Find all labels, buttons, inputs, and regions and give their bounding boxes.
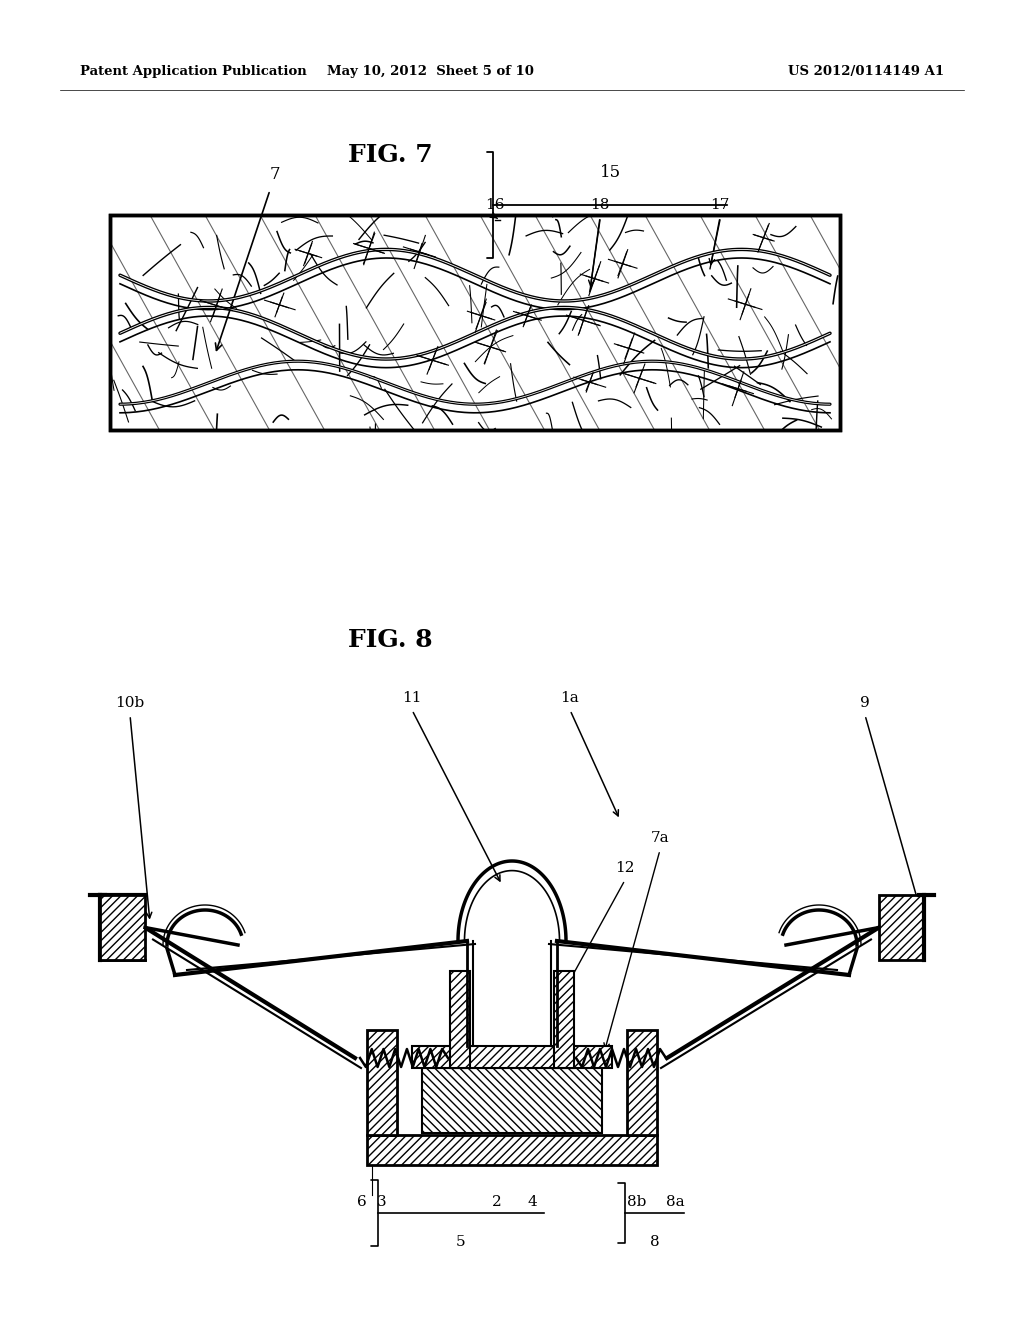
Text: 15: 15 bbox=[599, 164, 621, 181]
Bar bbox=[450, 972, 470, 1068]
Text: 12: 12 bbox=[615, 861, 635, 875]
Bar bbox=[450, 972, 470, 1068]
Text: 16: 16 bbox=[485, 198, 505, 213]
Bar bbox=[422, 1068, 602, 1133]
Bar bbox=[422, 1068, 602, 1133]
Bar bbox=[554, 972, 574, 1068]
Text: FIG. 7: FIG. 7 bbox=[348, 143, 432, 168]
Text: 7: 7 bbox=[269, 166, 281, 183]
Text: 2: 2 bbox=[493, 1195, 502, 1209]
Text: May 10, 2012  Sheet 5 of 10: May 10, 2012 Sheet 5 of 10 bbox=[327, 66, 534, 78]
Text: 6: 6 bbox=[357, 1195, 367, 1209]
Text: Patent Application Publication: Patent Application Publication bbox=[80, 66, 307, 78]
Bar bbox=[367, 1030, 397, 1135]
Text: 7a: 7a bbox=[650, 832, 670, 845]
Bar bbox=[554, 972, 574, 1068]
Bar bbox=[627, 1030, 657, 1135]
Text: 9: 9 bbox=[860, 696, 869, 710]
Text: 8: 8 bbox=[649, 1236, 659, 1249]
Text: 1a: 1a bbox=[560, 690, 580, 705]
Text: 10b: 10b bbox=[116, 696, 144, 710]
Text: 4: 4 bbox=[527, 1195, 537, 1209]
Bar bbox=[367, 1030, 397, 1135]
Bar bbox=[367, 1135, 657, 1166]
Text: 11: 11 bbox=[402, 690, 422, 705]
Bar bbox=[879, 895, 924, 960]
Bar bbox=[100, 895, 145, 960]
Bar bbox=[627, 1030, 657, 1135]
Text: 3: 3 bbox=[377, 1195, 387, 1209]
Bar bbox=[110, 215, 840, 430]
Bar bbox=[100, 895, 145, 960]
Text: US 2012/0114149 A1: US 2012/0114149 A1 bbox=[787, 66, 944, 78]
Bar bbox=[879, 895, 924, 960]
Text: 8b: 8b bbox=[628, 1195, 647, 1209]
Text: 17: 17 bbox=[711, 198, 730, 213]
Bar bbox=[110, 215, 840, 430]
Text: 5: 5 bbox=[456, 1236, 466, 1249]
Text: 8a: 8a bbox=[666, 1195, 684, 1209]
Bar bbox=[412, 1045, 612, 1068]
Bar bbox=[110, 215, 840, 430]
Bar bbox=[412, 1045, 612, 1068]
Bar bbox=[367, 1135, 657, 1166]
Text: 18: 18 bbox=[590, 198, 609, 213]
Text: FIG. 8: FIG. 8 bbox=[348, 628, 432, 652]
